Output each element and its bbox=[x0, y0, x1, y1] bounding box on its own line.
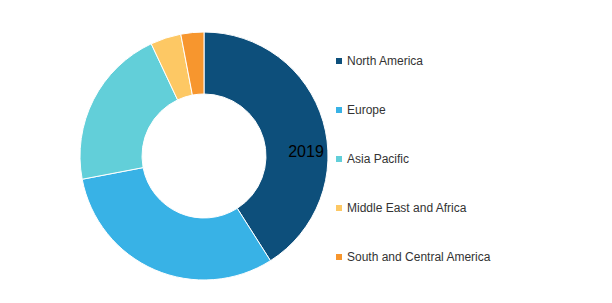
html-text:North America: North America bbox=[347, 53, 423, 68]
html-text:Europe: Europe bbox=[347, 102, 386, 117]
html-text:South and Central America: South and Central America bbox=[347, 249, 491, 264]
html-text:Middle East and Africa: Middle East and Africa bbox=[347, 200, 467, 215]
svg-text:2019: 2019 bbox=[288, 143, 324, 160]
html-text:Asia Pacific: Asia Pacific bbox=[347, 151, 409, 166]
